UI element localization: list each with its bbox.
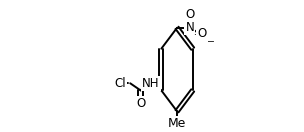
Text: +: +: [193, 30, 200, 39]
Text: NH: NH: [142, 77, 160, 90]
Text: Me: Me: [168, 117, 186, 130]
Text: −: −: [207, 36, 215, 45]
Text: O: O: [185, 8, 195, 20]
Text: Cl: Cl: [115, 77, 126, 90]
Text: O: O: [198, 27, 207, 40]
Text: N: N: [185, 21, 194, 34]
Text: O: O: [136, 97, 145, 110]
